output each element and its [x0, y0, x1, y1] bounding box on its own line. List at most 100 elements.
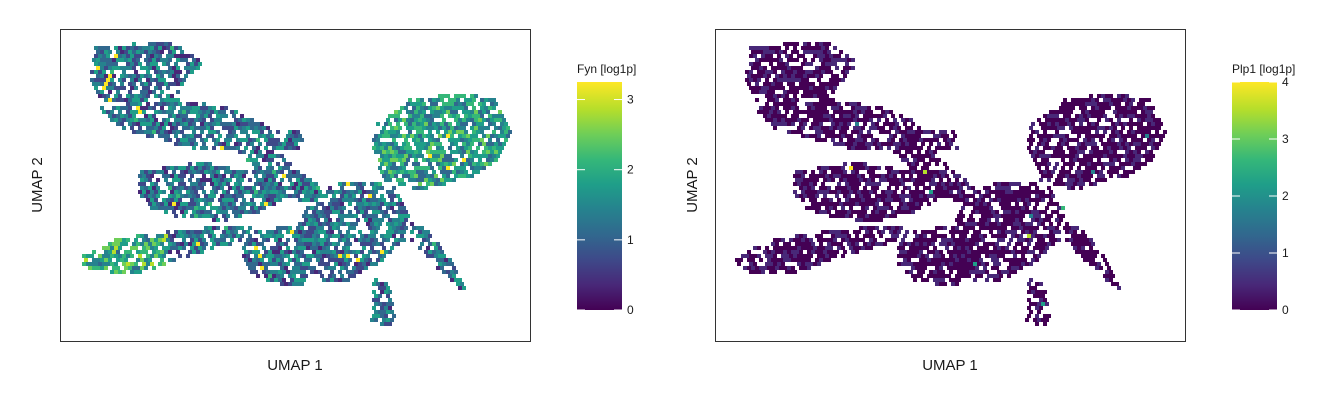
hex-cell — [392, 210, 396, 214]
hex-cell — [865, 214, 869, 218]
hex-cell — [1159, 122, 1163, 126]
hex-cell — [999, 234, 1003, 238]
hex-cell — [462, 158, 466, 162]
hex-cell — [228, 226, 232, 230]
hex-cell — [170, 174, 174, 178]
hex-cell — [981, 198, 985, 202]
hex-cell — [877, 214, 881, 218]
hex-cell — [997, 198, 1001, 202]
hex-cell — [791, 42, 795, 46]
hex-cell — [162, 246, 166, 250]
hex-cell — [118, 254, 122, 258]
hex-cell — [318, 230, 322, 234]
hex-cell — [847, 178, 851, 182]
hex-cell — [254, 262, 258, 266]
hex-cell — [1063, 138, 1067, 142]
hex-cell — [827, 210, 831, 214]
hex-cell — [242, 206, 246, 210]
hex-cell — [232, 210, 236, 214]
hex-cell — [434, 126, 438, 130]
hex-cell — [911, 274, 915, 278]
hex-cell — [1129, 102, 1133, 106]
hex-cell — [803, 258, 807, 262]
hex-cell — [827, 50, 831, 54]
hex-cell — [889, 238, 893, 242]
hex-cell — [859, 210, 863, 214]
hex-cell — [296, 234, 300, 238]
hex-cell — [498, 142, 502, 146]
hex-cell — [338, 214, 342, 218]
hex-cell — [338, 230, 342, 234]
hex-cell — [809, 70, 813, 74]
hex-cell — [1091, 250, 1095, 254]
hex-cell — [949, 230, 953, 234]
hex-cell — [114, 238, 118, 242]
hex-cell — [120, 66, 124, 70]
hex-cell — [96, 266, 100, 270]
hex-cell — [358, 190, 362, 194]
hex-cell — [336, 250, 340, 254]
hex-cell — [244, 242, 248, 246]
hex-cell — [775, 82, 779, 86]
hex-cell — [232, 130, 236, 134]
hex-cell — [877, 142, 881, 146]
hex-cell — [971, 242, 975, 246]
hex-cell — [396, 114, 400, 118]
hex-cell — [300, 226, 304, 230]
hex-cell — [979, 218, 983, 222]
hex-cell — [1101, 254, 1105, 258]
hex-cell — [809, 262, 813, 266]
hex-cell — [458, 118, 462, 122]
hex-cell — [855, 202, 859, 206]
hex-cell — [1041, 126, 1045, 130]
hex-cell — [120, 114, 124, 118]
hex-cell — [204, 170, 208, 174]
hex-cell — [863, 122, 867, 126]
hex-cell — [332, 242, 336, 246]
hex-cell — [903, 170, 907, 174]
hex-cell — [755, 58, 759, 62]
hex-cell — [1033, 158, 1037, 162]
hex-cell — [142, 246, 146, 250]
hex-cell — [1049, 110, 1053, 114]
hex-cell — [1093, 102, 1097, 106]
hex-cell — [222, 110, 226, 114]
hex-cell — [887, 178, 891, 182]
hex-cell — [182, 126, 186, 130]
hex-cell — [248, 242, 252, 246]
hex-cell — [118, 46, 122, 50]
hex-cell — [909, 150, 913, 154]
hex-cell — [104, 258, 108, 262]
hex-cell — [368, 258, 372, 262]
hex-cell — [1093, 126, 1097, 130]
hex-cell — [1085, 238, 1089, 242]
hex-cell — [406, 158, 410, 162]
hex-cell — [346, 190, 350, 194]
hex-cell — [937, 262, 941, 266]
hex-cell — [931, 258, 935, 262]
hex-cell — [250, 198, 254, 202]
hex-cell — [208, 234, 212, 238]
hex-cell — [114, 118, 118, 122]
hex-cell — [797, 110, 801, 114]
hex-cell — [1125, 94, 1129, 98]
hex-cell — [184, 122, 188, 126]
hex-cell — [839, 122, 843, 126]
hex-cell — [1129, 150, 1133, 154]
hex-cell — [128, 98, 132, 102]
hex-cell — [204, 210, 208, 214]
hex-cell — [945, 174, 949, 178]
hex-cell — [1009, 238, 1013, 242]
hex-cell — [1079, 106, 1083, 110]
hex-cell — [1143, 162, 1147, 166]
hex-cell — [130, 118, 134, 122]
hex-cell — [358, 206, 362, 210]
hex-cell — [490, 142, 494, 146]
hex-cell — [787, 242, 791, 246]
hex-cell — [843, 58, 847, 62]
hex-cell — [825, 174, 829, 178]
hex-cell — [807, 242, 811, 246]
hex-cell — [500, 146, 504, 150]
hex-cell — [166, 102, 170, 106]
hex-cell — [1153, 126, 1157, 130]
